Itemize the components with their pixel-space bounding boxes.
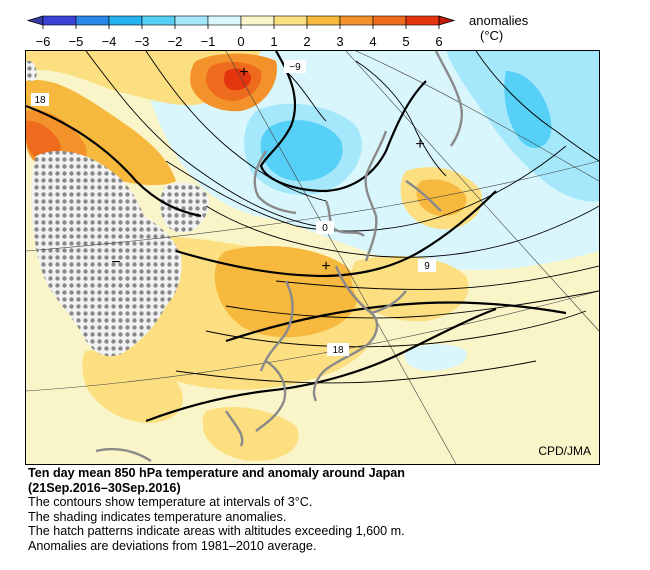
negative-center-mark: −	[111, 254, 120, 271]
svg-text:18: 18	[34, 95, 46, 106]
contour-label: 18	[327, 343, 349, 356]
svg-text:18: 18	[332, 345, 344, 356]
caption-period: (21Sep.2016–30Sep.2016)	[28, 480, 181, 495]
colorbar-swatch	[75, 15, 110, 26]
map-credit: CPD/JMA	[538, 444, 591, 458]
anomaly-center-marks: + + + −	[111, 64, 424, 275]
colorbar-tick: 4	[369, 34, 376, 49]
contour-label: 18	[31, 93, 49, 106]
high-terrain-hatch	[26, 60, 209, 357]
svg-text:0: 0	[322, 223, 328, 234]
caption-line: The hatch patterns indicate areas with a…	[28, 524, 405, 539]
contour-value-labels: 18 −9 0 9 18	[31, 60, 436, 356]
caption-line: The shading indicates temperature anomal…	[28, 509, 287, 524]
colorbar-unit-label: (°C)	[480, 28, 503, 43]
colorbar-low-arrow	[26, 15, 44, 26]
colorbar-tick: 6	[435, 34, 442, 49]
colorbar-tick: −6	[36, 34, 51, 49]
svg-text:9: 9	[424, 261, 430, 272]
colorbar-swatch	[141, 15, 176, 26]
colorbar-swatch	[240, 15, 275, 26]
positive-center-mark: +	[239, 64, 248, 81]
colorbar-swatch	[405, 15, 440, 26]
colorbar-tick: −1	[201, 34, 216, 49]
colorbar-swatch	[42, 15, 77, 26]
colorbar-swatch	[306, 15, 341, 26]
colorbar-boxes	[26, 15, 456, 29]
colorbar-swatch	[339, 15, 374, 26]
colorbar-tick: −4	[102, 34, 117, 49]
caption-line: The contours show temperature at interva…	[28, 495, 313, 510]
colorbar-tick: 3	[336, 34, 343, 49]
colorbar-tick: 2	[303, 34, 310, 49]
colorbar-tick: 0	[237, 34, 244, 49]
colorbar-tick: 1	[270, 34, 277, 49]
colorbar-swatch	[372, 15, 407, 26]
colorbar-swatch	[273, 15, 308, 26]
colorbar-tick-labels: −6 −5 −4 −3 −2 −1 0 1 2 3 4 5 6	[36, 34, 443, 49]
colorbar-swatch	[174, 15, 209, 26]
colorbar-tick: −3	[135, 34, 150, 49]
contour-label: −9	[284, 60, 306, 73]
temperature-contours-thick	[26, 51, 567, 423]
colorbar-swatch	[207, 15, 242, 26]
map-caption: Ten day mean 850 hPa temperature and ano…	[28, 466, 628, 554]
contour-label: 0	[316, 221, 334, 234]
colorbar-unit-label: anomalies	[469, 13, 529, 28]
colorbar-swatch	[108, 15, 143, 26]
colorbar-tick: 5	[402, 34, 409, 49]
temperature-contours-thin	[85, 51, 599, 384]
anomaly-colorbar: −6 −5 −4 −3 −2 −1 0 1 2 3 4 5 6 anomalie…	[26, 13, 529, 49]
caption-title: Ten day mean 850 hPa temperature and ano…	[28, 466, 406, 480]
anomaly-map: 18 −9 0 9 18 + + + −	[26, 51, 599, 464]
positive-center-mark: +	[415, 136, 424, 153]
map-panel: 18 −9 0 9 18 + + + −	[25, 50, 600, 465]
contour-label: 9	[418, 259, 436, 272]
colorbar-tick: −2	[168, 34, 183, 49]
colorbar-high-arrow	[438, 15, 456, 26]
colorbar-tick: −5	[69, 34, 84, 49]
positive-center-mark: +	[321, 258, 330, 275]
svg-text:−9: −9	[289, 62, 301, 73]
caption-line: Anomalies are deviations from 1981–2010 …	[28, 538, 317, 553]
